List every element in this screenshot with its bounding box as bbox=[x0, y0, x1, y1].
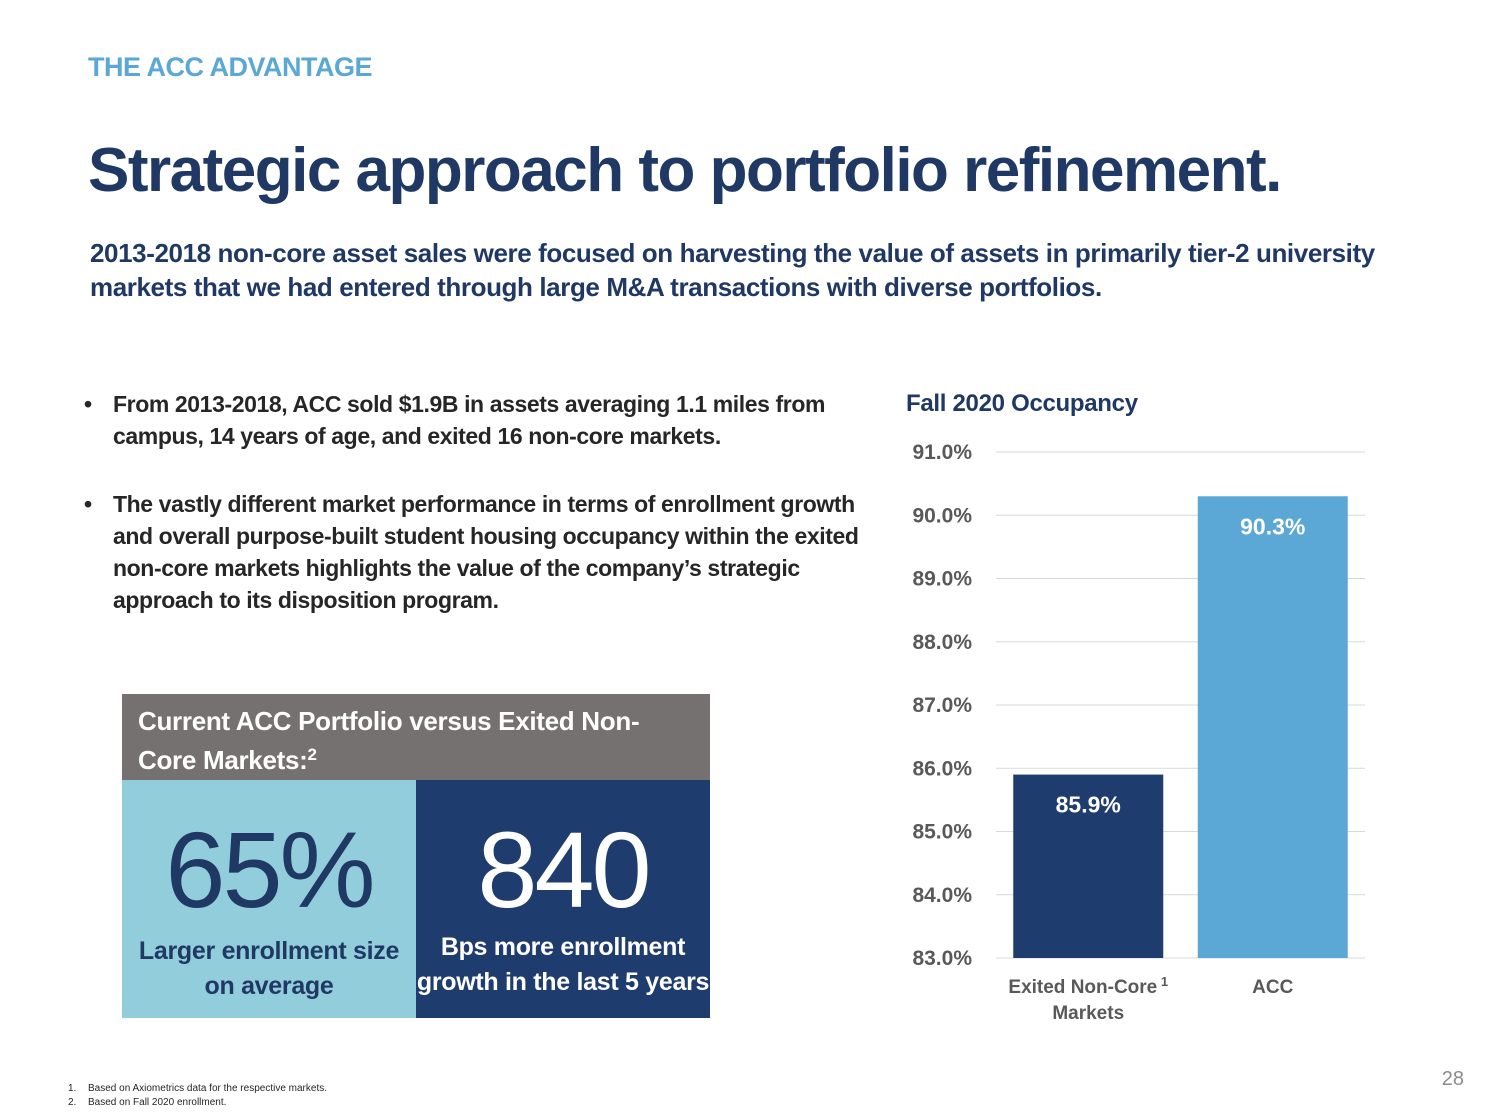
footnote-number: 2. bbox=[68, 1097, 77, 1108]
comparison-panel-header: Current ACC Portfolio versus Exited Non-… bbox=[122, 694, 710, 780]
y-tick-label: 89.0% bbox=[912, 568, 972, 591]
stat-label: Bps more enrollment growth in the last 5… bbox=[416, 933, 710, 996]
bullet-text: The vastly different market performance … bbox=[113, 491, 859, 613]
stat-card-enrollment-size: 65% Larger enrollment size on average bbox=[122, 780, 416, 1018]
data-label: 85.9% bbox=[1056, 792, 1121, 818]
footnote-text: Based on Fall 2020 enrollment. bbox=[88, 1097, 227, 1108]
stat-value: 840 bbox=[477, 809, 651, 930]
y-tick-label: 83.0% bbox=[912, 947, 972, 970]
footnote: 2. Based on Fall 2020 enrollment. bbox=[68, 1096, 327, 1110]
y-tick-label: 87.0% bbox=[912, 694, 972, 717]
footnote: 1. Based on Axiometrics data for the resp… bbox=[68, 1082, 327, 1096]
bar-acc bbox=[1197, 496, 1348, 958]
y-tick-label: 88.0% bbox=[912, 631, 972, 654]
footnotes: 1. Based on Axiometrics data for the resp… bbox=[68, 1082, 327, 1110]
chart-title: Fall 2020 Occupancy bbox=[906, 390, 1138, 417]
occupancy-bar-chart: 83.0% 84.0% 85.0% 86.0% 87.0% 88.0% 89.0% 90.0%… bbox=[912, 441, 1365, 1024]
footnote-number: 1. bbox=[68, 1083, 77, 1094]
comparison-panel-title: Current ACC Portfolio versus Exited Non-… bbox=[138, 706, 640, 775]
page-number: 28 bbox=[1441, 1068, 1464, 1090]
footnote-ref: 2 bbox=[307, 745, 317, 764]
stat-value: 65% bbox=[165, 809, 375, 930]
x-category-label: Exited Non-Core 1 bbox=[1008, 974, 1168, 998]
bullet-item: • The vastly different market performanc… bbox=[84, 488, 864, 616]
y-tick-label: 84.0% bbox=[912, 884, 972, 907]
y-tick-label: 90.0% bbox=[912, 504, 972, 527]
page-subtitle: 2013-2018 non-core asset sales were focu… bbox=[90, 238, 1375, 302]
data-label: 90.3% bbox=[1240, 513, 1305, 539]
bullet-list: • From 2013-2018, ACC sold $1.9B in asse… bbox=[84, 388, 864, 616]
x-category-label: ACC bbox=[1252, 977, 1293, 998]
stat-card-enrollment-growth: 840 Bps more enrollment growth in the la… bbox=[416, 780, 710, 1018]
y-tick-label: 91.0% bbox=[912, 441, 972, 464]
bar-exited-non-core bbox=[1013, 774, 1164, 958]
stat-label: Larger enrollment size on average bbox=[138, 937, 400, 1000]
footnote-text: Based on Axiometrics data for the respec… bbox=[88, 1083, 327, 1094]
bullet-text: From 2013-2018, ACC sold $1.9B in assets… bbox=[113, 391, 826, 449]
bullet-marker: • bbox=[84, 491, 92, 517]
x-category-label: Markets bbox=[1052, 1003, 1124, 1024]
eyebrow-label: THE ACC ADVANTAGE bbox=[88, 52, 373, 82]
y-tick-label: 86.0% bbox=[912, 757, 972, 780]
bullet-marker: • bbox=[84, 391, 92, 417]
page-title: Strategic approach to portfolio refineme… bbox=[88, 136, 1282, 205]
bullet-item: • From 2013-2018, ACC sold $1.9B in asse… bbox=[84, 388, 864, 452]
footnote-ref: 1 bbox=[1157, 974, 1168, 989]
y-tick-label: 85.0% bbox=[912, 821, 972, 844]
